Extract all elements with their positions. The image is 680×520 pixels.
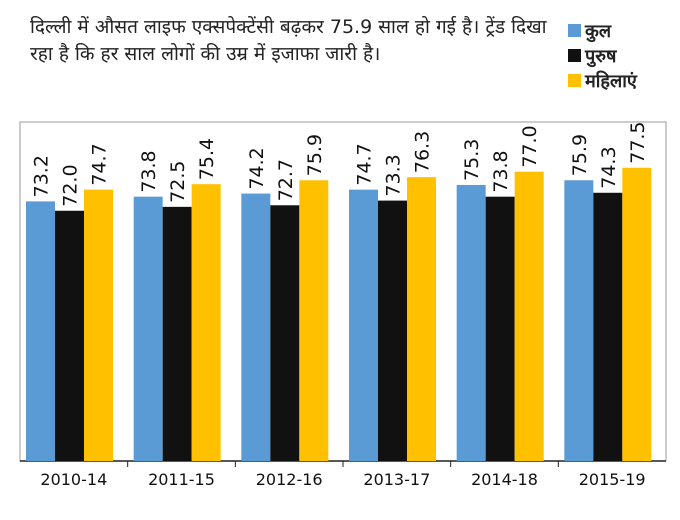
value-label-2012-16-series-2: 75.9: [304, 134, 326, 176]
legend-swatch-women: [568, 74, 581, 87]
value-label-2014-18-series-2: 77.0: [519, 125, 541, 167]
legend-label-men: पुरुष: [585, 45, 617, 67]
bar-2012-16-series-0: [241, 193, 271, 461]
legend-label-women: महिलाएं: [585, 70, 637, 92]
value-label-2010-14-series-0: 73.2: [31, 155, 53, 197]
value-label-2010-14-series-1: 72.0: [60, 164, 82, 206]
legend-label-total: कुल: [585, 20, 612, 42]
bar-2011-15-series-0: [133, 196, 163, 461]
legend: कुल पुरुष महिलाएं: [568, 18, 637, 93]
value-label-2014-18-series-0: 75.3: [461, 139, 483, 181]
value-label-2011-15-series-1: 72.5: [167, 161, 189, 203]
bar-2013-17-series-1: [378, 200, 407, 461]
bar-2014-18-series-0: [456, 184, 486, 462]
bar-2012-16-series-2: [299, 180, 329, 461]
value-label-2012-16-series-0: 74.2: [246, 147, 268, 189]
category-label-2010-14: 2010-14: [40, 470, 107, 489]
legend-swatch-total: [568, 24, 581, 37]
value-label-2013-17-series-2: 76.3: [412, 131, 434, 173]
bar-2015-19-series-0: [564, 180, 594, 461]
bar-2010-14-series-0: [26, 201, 55, 461]
category-label-2011-15: 2011-15: [148, 470, 215, 489]
chart-frame: [19, 121, 667, 467]
value-label-2015-19-series-0: 75.9: [569, 134, 591, 176]
bar-2010-14-series-2: [84, 189, 113, 461]
bars: [26, 167, 652, 462]
value-label-2013-17-series-0: 74.7: [354, 143, 376, 185]
bar-2012-16-series-1: [270, 205, 300, 461]
category-label-2015-19: 2015-19: [579, 470, 646, 489]
bar-2015-19-series-1: [593, 192, 623, 462]
value-label-2011-15-series-2: 75.4: [196, 138, 218, 180]
legend-item-total: कुल: [568, 18, 637, 43]
category-label-2012-16: 2012-16: [256, 470, 323, 489]
bar-2013-17-series-2: [407, 177, 436, 461]
bar-2011-15-series-1: [162, 206, 192, 461]
chart-headline: दिल्ली में औसत लाइफ एक्सपेक्टेंसी बढ़कर …: [30, 16, 547, 65]
value-label-2011-15-series-0: 73.8: [138, 150, 160, 192]
legend-swatch-men: [568, 49, 581, 62]
value-label-2015-19-series-2: 77.5: [627, 121, 649, 163]
value-label-2010-14-series-2: 74.7: [89, 143, 111, 185]
category-labels: 2010-14 2011-15 2012-16 2013-17 2014-18 2015-…: [40, 470, 645, 489]
category-label-2013-17: 2013-17: [363, 470, 430, 489]
bar-2014-18-series-1: [485, 196, 515, 461]
bar-2011-15-series-2: [191, 184, 221, 461]
legend-item-women: महिलाएं: [568, 68, 637, 93]
legend-item-men: पुरुष: [568, 43, 637, 68]
bar-2013-17-series-0: [349, 189, 378, 461]
value-labels: 73.2 72.0 74.7 73.8 72.5 75.4 74.2 72.7 75.9 74.7…: [31, 121, 649, 206]
value-label-2012-16-series-1: 72.7: [275, 159, 297, 201]
bar-2015-19-series-2: [622, 167, 652, 461]
category-label-2014-18: 2014-18: [471, 470, 538, 489]
bar-2010-14-series-1: [55, 210, 84, 461]
value-label-2015-19-series-1: 74.3: [598, 146, 620, 188]
value-label-2014-18-series-1: 73.8: [490, 150, 512, 192]
value-label-2013-17-series-1: 73.3: [383, 154, 405, 196]
bar-2014-18-series-2: [514, 171, 544, 461]
